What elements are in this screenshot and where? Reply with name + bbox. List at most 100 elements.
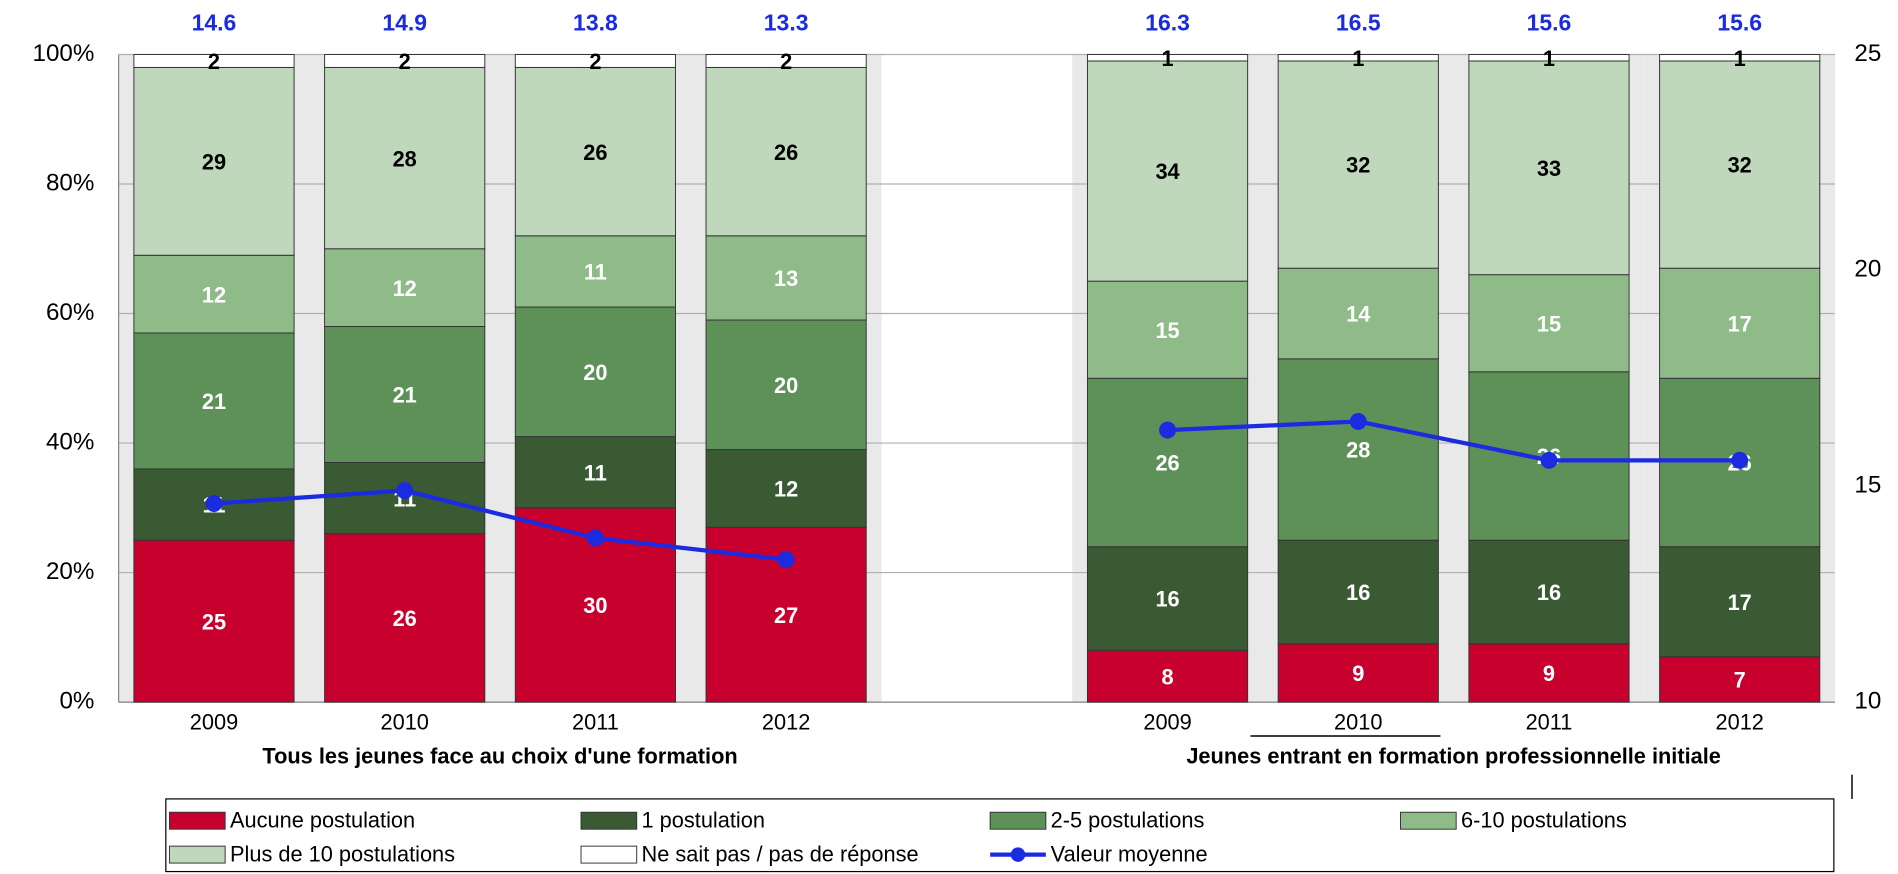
bar-segment [1659,546,1821,658]
data-label: 16 [1346,580,1370,605]
x-tick-label: 2009 [1143,710,1191,735]
line-value-label: 15.6 [1717,9,1762,35]
bar-segment [1659,54,1821,62]
bar-segment [324,248,486,327]
bar-segment [324,66,486,250]
data-label: 26 [583,140,607,165]
line-point [1731,451,1749,469]
legend-label: Ne sait pas / pas de réponse [642,842,919,867]
legend-label: Plus de 10 postulations [230,842,455,867]
line-value-label: 13.8 [573,9,618,35]
bar-segment [133,54,295,68]
line-point [1159,421,1177,439]
bar-segment [1468,539,1630,645]
y2-tick-label: 25 [1854,40,1881,67]
legend-swatch [168,811,226,830]
bar-segment [324,461,486,535]
line-value-label: 16.3 [1145,9,1190,35]
data-label: 1 [1543,46,1555,71]
data-label: 17 [1728,311,1752,336]
data-label: 7 [1734,668,1746,693]
data-label: 26 [774,140,798,165]
bar-segment [514,306,676,438]
bar-segment [1277,358,1439,541]
bar-segment [1086,54,1249,62]
x-tick-label: 2012 [1715,710,1763,735]
line-point [777,551,795,569]
line-point [586,529,604,547]
line-value-label: 16.5 [1336,9,1381,35]
y2-tick-label: 20 [1854,256,1881,283]
bar-segment [705,235,867,321]
legend-label: Valeur moyenne [1051,842,1208,867]
data-label: 16 [1155,587,1179,612]
y-tick-label: 60% [46,299,94,326]
group-label: Jeunes entrant en formation professionne… [1186,744,1721,769]
data-label: 12 [393,276,417,301]
line-value-label: 15.6 [1527,9,1572,35]
legend-swatch [989,811,1047,830]
legend-label: Aucune postulation [230,808,415,833]
bar-segment [1468,54,1630,62]
data-label: 12 [774,477,798,502]
bar-segment [514,66,676,237]
data-label: 11 [584,260,607,285]
bar-segment [1659,60,1821,269]
data-label: 20 [774,373,798,398]
bar-segment [705,319,867,451]
bar-segment [133,539,295,703]
line-point [205,495,223,512]
data-label: 15 [1155,318,1179,343]
bar-segment [705,449,867,528]
bar-segment [324,54,486,68]
bar-segment [133,254,295,334]
bar-segment [1468,643,1630,703]
data-label: 21 [393,383,417,408]
line-value-label: 14.9 [382,9,427,35]
bar-segment [705,54,867,68]
bar-segment [133,332,295,470]
bar-segment [1277,60,1439,269]
x-tick-label: 2009 [190,710,238,735]
x-tick-label: 2012 [762,710,810,735]
bar-segment [1277,54,1439,62]
data-label: 15 [1537,311,1561,336]
y2-tick-label: 10 [1854,687,1881,714]
data-label: 34 [1155,159,1179,184]
data-label: 9 [1543,661,1555,686]
bar-segment [133,66,295,256]
legend-swatch [1010,847,1026,862]
bar-segment [514,436,676,509]
data-label: 32 [1728,153,1752,178]
bar-segment [1086,377,1249,548]
data-label: 28 [393,146,417,171]
data-label: 1 [1162,46,1174,71]
data-label: 14 [1346,302,1370,327]
bar-segment [1277,539,1439,645]
data-label: 2 [399,49,411,74]
group-label: Tous les jeunes face au choix d'une form… [262,744,737,769]
legend-label: 6-10 postulations [1461,808,1627,833]
bar-segment [514,235,676,308]
data-label: 16 [1537,580,1561,605]
data-label: 13 [774,266,798,291]
data-label: 29 [202,150,226,175]
bar-segment [324,533,486,703]
x-tick-label: 2011 [1526,710,1573,735]
legend-swatch [580,811,638,830]
data-label: 17 [1728,590,1752,615]
legend-swatch [580,845,638,864]
line-value-label: 14.6 [192,9,237,35]
line-point [396,482,414,500]
data-label: 2 [208,49,220,74]
y-tick-label: 0% [59,687,94,714]
data-label: 25 [202,609,226,634]
data-label: 2 [589,49,601,74]
data-label: 21 [202,389,226,414]
line [213,419,1740,562]
y2-tick-label: 15 [1854,472,1881,499]
y-tick-label: 40% [46,428,94,455]
data-label: 1 [1734,46,1746,71]
bar-segment [705,66,867,237]
data-label: 30 [583,593,607,618]
